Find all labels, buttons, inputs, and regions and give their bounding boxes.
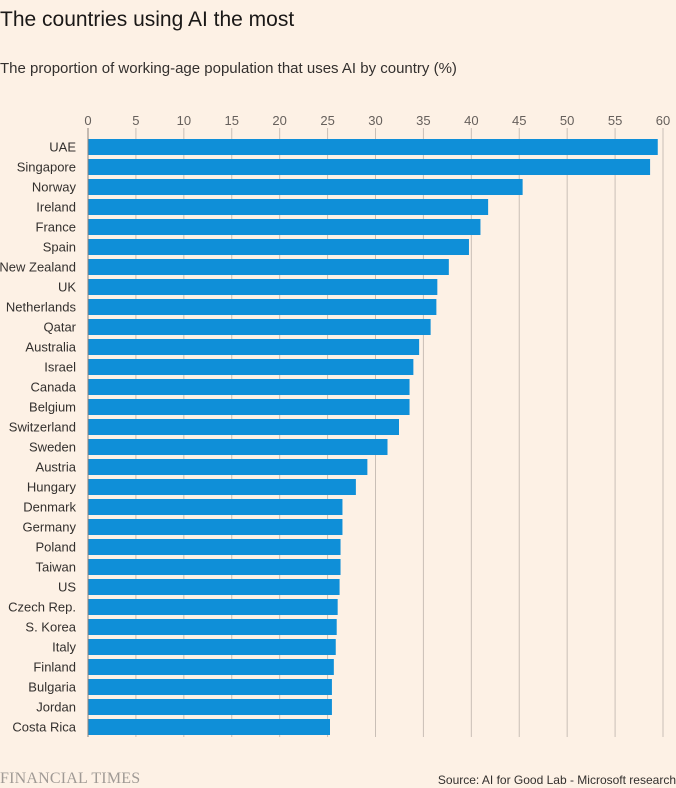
bar — [88, 639, 336, 655]
bar — [88, 239, 469, 255]
category-label: Singapore — [17, 160, 76, 175]
category-label: Sweden — [29, 440, 76, 455]
source-note: Source: AI for Good Lab - Microsoft rese… — [437, 773, 676, 787]
bar-chart: 0 5 10 15 20 25 30 35 40 45 50 55 60 UAE Singapore Nor… — [0, 113, 670, 737]
bar — [88, 359, 414, 375]
category-label: US — [58, 580, 76, 595]
bar — [88, 319, 431, 335]
bar — [88, 659, 334, 675]
bar — [88, 219, 481, 235]
category-label: Germany — [23, 520, 77, 535]
bar — [88, 599, 338, 615]
category-label: Belgium — [29, 400, 76, 415]
bar — [88, 339, 420, 355]
bar — [88, 539, 341, 555]
category-label: Israel — [44, 360, 76, 375]
bar — [88, 559, 341, 575]
category-label: Austria — [36, 460, 77, 475]
bar — [88, 519, 343, 535]
category-label: New Zealand — [0, 260, 76, 275]
bar — [88, 719, 330, 735]
category-label: Poland — [36, 540, 76, 555]
bar — [88, 139, 658, 155]
x-tick-label: 45 — [512, 113, 526, 128]
category-label: Switzerland — [9, 420, 76, 435]
bar — [88, 379, 410, 395]
category-label: Italy — [52, 640, 76, 655]
category-label: UK — [58, 280, 76, 295]
category-label: S. Korea — [25, 620, 76, 635]
category-label: Australia — [25, 340, 76, 355]
bar — [88, 579, 340, 595]
bar — [88, 259, 449, 275]
category-label: Hungary — [27, 480, 77, 495]
chart-subtitle: The proportion of working-age population… — [0, 60, 457, 77]
x-tick-label: 25 — [320, 113, 334, 128]
bar — [88, 279, 438, 295]
x-tick-label: 0 — [84, 113, 91, 128]
bar — [88, 499, 343, 515]
x-tick-label: 20 — [272, 113, 286, 128]
category-label: France — [36, 220, 76, 235]
x-tick-label: 60 — [656, 113, 670, 128]
category-label: Denmark — [23, 500, 76, 515]
x-tick-label: 35 — [416, 113, 430, 128]
chart-title: The countries using AI the most — [0, 8, 295, 31]
category-label: Norway — [32, 180, 77, 195]
category-label: Canada — [30, 380, 76, 395]
bar — [88, 179, 523, 195]
category-label: Finland — [33, 660, 76, 675]
x-tick-label: 50 — [560, 113, 574, 128]
category-label: UAE — [49, 140, 76, 155]
bar — [88, 479, 356, 495]
x-tick-label: 55 — [608, 113, 622, 128]
category-label: Qatar — [43, 320, 76, 335]
category-label: Costa Rica — [12, 720, 76, 735]
bar — [88, 159, 651, 175]
category-label: Jordan — [36, 700, 76, 715]
bar — [88, 419, 399, 435]
bars — [88, 139, 658, 735]
bar — [88, 699, 332, 715]
ft-logo: FINANCIAL TIMES — [0, 770, 141, 787]
x-tick-label: 15 — [225, 113, 239, 128]
category-label: Spain — [43, 240, 76, 255]
bar — [88, 299, 437, 315]
category-label: Bulgaria — [28, 680, 76, 695]
category-label: Czech Rep. — [8, 600, 76, 615]
x-tick-label: 5 — [132, 113, 139, 128]
bar — [88, 199, 489, 215]
bar — [88, 679, 332, 695]
x-tick-label: 40 — [464, 113, 478, 128]
category-label: Netherlands — [6, 300, 77, 315]
category-labels: UAE Singapore Norway Ireland France Spain New … — [0, 140, 77, 735]
category-label: Ireland — [36, 200, 76, 215]
bar — [88, 399, 410, 415]
bar — [88, 619, 337, 635]
bar — [88, 439, 388, 455]
x-axis-ticks: 0 5 10 15 20 25 30 35 40 45 50 55 60 — [84, 113, 670, 128]
x-tick-label: 30 — [368, 113, 382, 128]
x-tick-label: 10 — [177, 113, 191, 128]
category-label: Taiwan — [36, 560, 76, 575]
bar — [88, 459, 368, 475]
